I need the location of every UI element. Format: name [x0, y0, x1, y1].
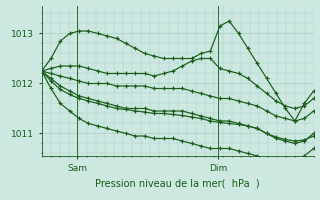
X-axis label: Pression niveau de la mer(  hPa  ): Pression niveau de la mer( hPa ) [95, 178, 260, 188]
